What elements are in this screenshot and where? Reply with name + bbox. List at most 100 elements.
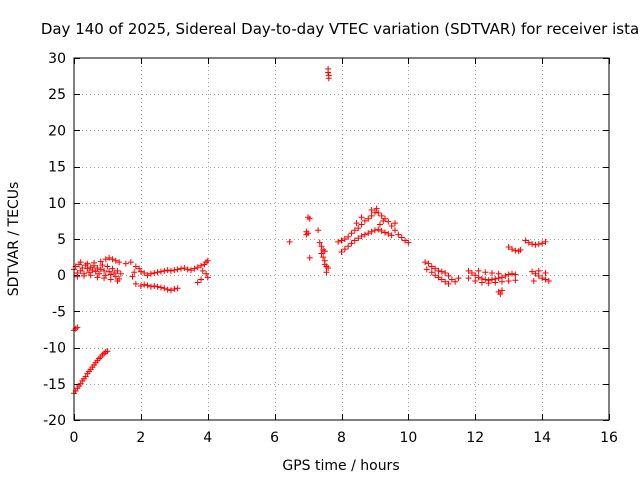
data-point bbox=[392, 227, 398, 234]
data-points bbox=[71, 65, 552, 397]
data-point bbox=[199, 267, 206, 274]
y-tick-label: 30 bbox=[48, 51, 66, 67]
data-point bbox=[445, 272, 452, 279]
data-point bbox=[178, 265, 184, 272]
data-point bbox=[435, 274, 442, 281]
data-point bbox=[505, 271, 512, 278]
data-point bbox=[167, 267, 174, 274]
data-point bbox=[497, 291, 504, 298]
y-tick-label: 5 bbox=[57, 232, 66, 248]
data-point bbox=[102, 256, 109, 263]
data-point bbox=[348, 240, 355, 247]
data-point bbox=[321, 248, 328, 255]
data-point bbox=[99, 262, 106, 269]
data-point bbox=[167, 287, 174, 294]
data-point bbox=[542, 276, 549, 283]
data-point bbox=[402, 237, 409, 244]
data-point bbox=[475, 267, 482, 274]
data-point bbox=[79, 264, 86, 271]
chart-title: Day 140 of 2025, Sidereal Day-to-day VTE… bbox=[41, 20, 639, 38]
data-point bbox=[101, 275, 108, 282]
data-point bbox=[482, 276, 489, 283]
data-point bbox=[84, 265, 91, 272]
data-point bbox=[132, 263, 139, 270]
data-point bbox=[385, 230, 392, 237]
x-tick-label: 2 bbox=[136, 430, 145, 446]
data-point bbox=[495, 270, 502, 277]
data-point bbox=[92, 268, 99, 275]
plot-frame bbox=[73, 57, 610, 421]
data-point bbox=[348, 230, 355, 237]
data-point bbox=[365, 215, 372, 222]
data-point bbox=[131, 269, 138, 276]
data-point bbox=[376, 221, 383, 228]
data-point bbox=[144, 272, 151, 279]
series-cluster-7.9-10.1h bbox=[335, 205, 412, 256]
data-point bbox=[522, 237, 529, 244]
data-point bbox=[358, 214, 365, 221]
data-point bbox=[94, 274, 101, 281]
data-point bbox=[106, 254, 113, 261]
data-point bbox=[405, 239, 412, 246]
data-point bbox=[371, 209, 378, 216]
data-point bbox=[517, 246, 524, 253]
data-point bbox=[535, 241, 542, 248]
data-point bbox=[505, 243, 512, 250]
data-point bbox=[532, 270, 539, 277]
data-point bbox=[204, 274, 211, 281]
data-point bbox=[122, 260, 129, 267]
data-point bbox=[109, 256, 116, 263]
data-point bbox=[542, 238, 549, 245]
y-tick-label: 15 bbox=[48, 160, 66, 176]
data-point bbox=[378, 212, 385, 219]
data-point bbox=[539, 275, 546, 282]
data-point bbox=[286, 238, 293, 245]
data-point bbox=[432, 265, 439, 272]
data-point bbox=[325, 75, 332, 82]
data-point bbox=[151, 270, 158, 277]
data-point bbox=[529, 241, 536, 248]
data-point bbox=[512, 277, 519, 284]
data-point bbox=[381, 229, 388, 236]
data-point bbox=[141, 281, 148, 288]
data-point bbox=[345, 243, 352, 250]
y-tick-label: -5 bbox=[52, 304, 66, 320]
x-tick-label: 16 bbox=[600, 430, 618, 446]
data-point bbox=[77, 259, 84, 266]
data-point bbox=[425, 260, 432, 267]
data-point bbox=[351, 227, 358, 234]
data-point bbox=[422, 259, 429, 266]
y-tick-label: -20 bbox=[43, 413, 66, 429]
data-point bbox=[132, 280, 139, 287]
data-point bbox=[358, 221, 365, 228]
x-axis-label: GPS time / hours bbox=[282, 458, 399, 474]
data-point bbox=[144, 282, 151, 289]
data-point bbox=[361, 231, 368, 238]
data-point bbox=[445, 280, 452, 287]
data-point bbox=[171, 267, 178, 274]
data-point bbox=[141, 270, 148, 277]
series-cluster-10.5-14.2h bbox=[422, 237, 552, 298]
data-point bbox=[341, 236, 348, 242]
data-point bbox=[338, 249, 345, 256]
y-tick-label: 25 bbox=[48, 87, 66, 103]
data-point bbox=[465, 267, 472, 274]
data-point bbox=[164, 267, 171, 274]
data-point bbox=[341, 246, 348, 253]
data-point bbox=[502, 272, 509, 279]
data-point bbox=[129, 273, 136, 280]
data-point bbox=[472, 277, 479, 284]
data-point bbox=[375, 226, 382, 233]
data-point bbox=[116, 259, 123, 266]
data-point bbox=[351, 237, 358, 244]
data-point bbox=[161, 285, 168, 292]
data-point bbox=[112, 257, 119, 264]
data-point bbox=[373, 205, 380, 212]
x-tick-label: 14 bbox=[533, 430, 551, 446]
data-point bbox=[499, 287, 505, 294]
x-tick-label: 12 bbox=[466, 430, 484, 446]
data-point bbox=[107, 271, 114, 278]
data-point bbox=[509, 270, 516, 277]
data-point bbox=[345, 233, 352, 240]
y-tick-labels: -20 -15 -10 -5 0 5 10 15 20 25 30 bbox=[43, 51, 66, 429]
